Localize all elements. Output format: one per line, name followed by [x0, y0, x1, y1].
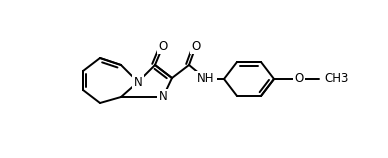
Text: N: N: [159, 91, 167, 103]
Text: O: O: [294, 73, 304, 85]
Text: O: O: [158, 40, 168, 52]
Text: CH3: CH3: [324, 73, 348, 85]
Text: O: O: [191, 40, 201, 52]
Text: N: N: [133, 76, 142, 88]
Text: NH: NH: [197, 73, 215, 85]
